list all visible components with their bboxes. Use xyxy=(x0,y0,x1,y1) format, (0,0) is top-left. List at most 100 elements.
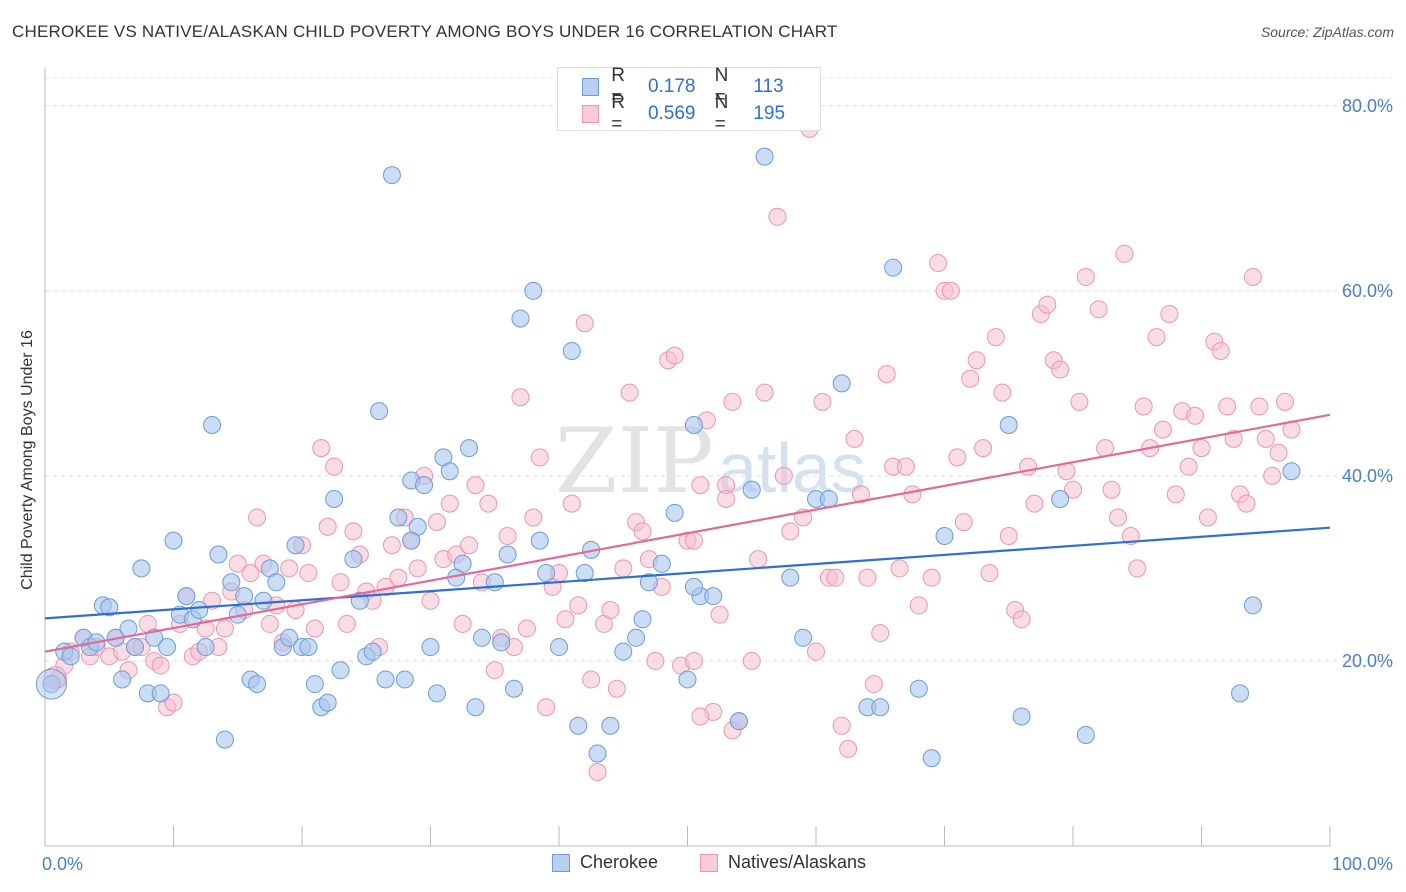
native-point xyxy=(260,614,279,633)
cherokee-point xyxy=(453,554,472,573)
cherokee-point xyxy=(370,402,389,421)
cherokee-point xyxy=(1231,684,1250,703)
native-point xyxy=(749,550,768,569)
cherokee-point xyxy=(100,598,119,617)
native-point xyxy=(196,619,215,638)
cherokee-point xyxy=(562,341,581,360)
native-point xyxy=(903,485,922,504)
native-point xyxy=(1153,420,1172,439)
n-value: 113 xyxy=(753,76,784,97)
native-point xyxy=(318,517,337,536)
native-point xyxy=(684,531,703,550)
axes xyxy=(44,68,1331,847)
native-point xyxy=(228,554,247,573)
native-point xyxy=(498,527,517,546)
native-point xyxy=(203,591,222,610)
native-point xyxy=(1064,480,1082,499)
cherokee-point xyxy=(466,698,485,717)
correlation-legend: R = 0.178 N = 113 R = 0.569 N = 195 xyxy=(557,65,821,135)
cherokee-point xyxy=(530,531,549,550)
native-point xyxy=(151,656,170,675)
native-point xyxy=(337,614,356,633)
native-point xyxy=(1012,610,1031,629)
watermark-atlas: atlas xyxy=(718,429,866,507)
cherokee-point xyxy=(421,638,440,657)
native-point xyxy=(601,601,620,620)
native-point xyxy=(241,564,260,583)
cherokee-point xyxy=(575,564,594,583)
cherokee-point xyxy=(665,503,684,522)
source-label: Source: ZipAtlas.com xyxy=(1260,24,1394,40)
native-point xyxy=(164,693,183,712)
native-point xyxy=(967,351,986,370)
cherokee-point xyxy=(569,716,588,735)
native-point xyxy=(485,661,504,680)
n-value: 195 xyxy=(753,103,786,124)
cherokee-point xyxy=(222,573,241,592)
native-point xyxy=(755,383,774,402)
native-point xyxy=(974,439,993,458)
native-point xyxy=(1128,559,1147,578)
native-point xyxy=(839,739,858,758)
native-point xyxy=(896,457,915,476)
cherokee-point xyxy=(832,374,851,393)
y-tick-label: 20.0% xyxy=(1342,651,1393,671)
cherokee-point xyxy=(113,670,132,689)
native-point xyxy=(684,651,703,670)
cherokee-point xyxy=(1051,490,1070,509)
cherokee-point xyxy=(524,281,543,300)
cherokee-point xyxy=(755,147,774,166)
native-trend-line xyxy=(44,413,1331,653)
native-point xyxy=(665,346,684,365)
native-point xyxy=(1166,485,1185,504)
cherokee-point xyxy=(1243,596,1262,615)
native-point xyxy=(1224,429,1243,448)
native-point xyxy=(1076,267,1095,286)
native-point xyxy=(961,369,980,388)
legend-item-native[interactable]: Natives/Alaskans xyxy=(700,852,866,873)
cherokee-point xyxy=(909,679,928,698)
native-point xyxy=(781,522,800,541)
cherokee-point xyxy=(318,693,337,712)
chart-title: CHEROKEE VS NATIVE/ALASKAN CHILD POVERTY… xyxy=(12,22,838,41)
native-point xyxy=(408,559,427,578)
native-point xyxy=(1263,466,1282,485)
cherokee-swatch xyxy=(582,78,600,96)
native-point xyxy=(517,619,536,638)
native-point xyxy=(325,457,344,476)
cherokee-point xyxy=(537,564,556,583)
native-point xyxy=(479,494,498,513)
cherokee-points xyxy=(35,147,1301,768)
r-label: R = xyxy=(611,92,625,135)
native-point xyxy=(440,494,459,513)
native-point xyxy=(1160,304,1179,323)
native-point xyxy=(1237,494,1256,513)
cherokee-point xyxy=(363,642,382,661)
native-point xyxy=(890,559,909,578)
native-point xyxy=(537,698,556,717)
cherokee-point xyxy=(684,415,703,434)
cherokee-point xyxy=(299,638,318,657)
native-point xyxy=(807,642,825,661)
native-swatch xyxy=(582,105,600,123)
cherokee-point xyxy=(235,587,254,606)
cherokee-point xyxy=(633,610,652,629)
cherokee-point xyxy=(678,670,697,689)
cherokee-point xyxy=(164,531,183,550)
tick-labels: 20.0% 40.0% 60.0% 80.0% 0.0% 100.0% xyxy=(42,96,1393,874)
native-point xyxy=(851,485,870,504)
cherokee-point xyxy=(151,684,170,703)
cherokee-point xyxy=(376,670,395,689)
legend-label: Cherokee xyxy=(580,852,659,872)
native-point xyxy=(1179,457,1198,476)
native-point xyxy=(633,522,652,541)
x-tick-label: 100.0% xyxy=(1332,854,1393,874)
cherokee-point xyxy=(485,573,504,592)
legend-item-cherokee[interactable]: Cherokee xyxy=(552,852,658,873)
legend-label: Natives/Alaskans xyxy=(728,852,867,872)
native-point xyxy=(826,568,845,587)
native-point xyxy=(723,392,742,411)
native-point xyxy=(832,716,851,735)
native-point xyxy=(922,568,941,587)
